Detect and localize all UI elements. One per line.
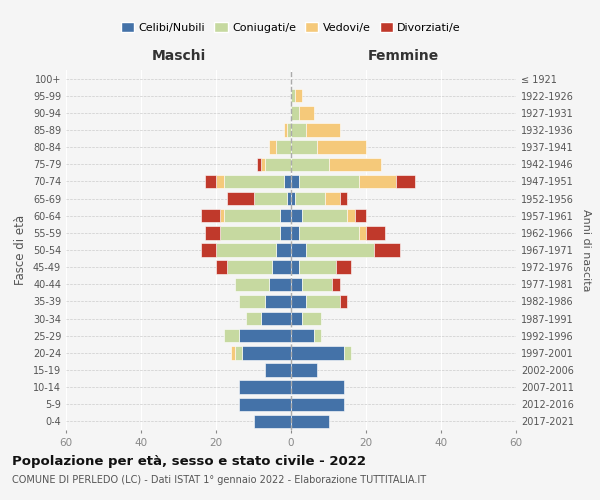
- Bar: [239, 380, 291, 394]
- Bar: [276, 140, 291, 154]
- Bar: [302, 209, 347, 222]
- Text: Maschi: Maschi: [151, 49, 206, 63]
- Bar: [340, 192, 347, 205]
- Bar: [201, 244, 216, 256]
- Bar: [306, 294, 340, 308]
- Bar: [291, 380, 343, 394]
- Bar: [299, 226, 359, 239]
- Legend: Celibi/Nubili, Coniugati/e, Vedovi/e, Divorziati/e: Celibi/Nubili, Coniugati/e, Vedovi/e, Di…: [116, 18, 466, 38]
- Bar: [287, 192, 291, 205]
- Bar: [231, 346, 235, 360]
- Bar: [223, 209, 280, 222]
- Bar: [291, 140, 317, 154]
- Bar: [227, 260, 272, 274]
- Bar: [280, 226, 291, 239]
- Bar: [302, 278, 332, 291]
- Bar: [291, 174, 299, 188]
- Bar: [359, 174, 396, 188]
- Bar: [216, 244, 276, 256]
- Bar: [317, 140, 366, 154]
- Bar: [261, 312, 291, 326]
- Bar: [235, 346, 242, 360]
- Bar: [329, 158, 381, 171]
- Bar: [220, 226, 280, 239]
- Bar: [291, 124, 306, 136]
- Bar: [291, 209, 302, 222]
- Bar: [284, 124, 287, 136]
- Bar: [272, 260, 291, 274]
- Bar: [291, 158, 329, 171]
- Bar: [291, 329, 314, 342]
- Bar: [291, 226, 299, 239]
- Bar: [280, 209, 291, 222]
- Bar: [291, 192, 295, 205]
- Bar: [291, 244, 306, 256]
- Bar: [216, 260, 227, 274]
- Bar: [299, 174, 359, 188]
- Bar: [314, 329, 321, 342]
- Bar: [269, 140, 276, 154]
- Bar: [287, 124, 291, 136]
- Y-axis label: Fasce di età: Fasce di età: [14, 215, 27, 285]
- Bar: [291, 398, 343, 411]
- Bar: [269, 278, 291, 291]
- Bar: [347, 209, 355, 222]
- Bar: [291, 346, 343, 360]
- Bar: [223, 174, 284, 188]
- Bar: [242, 346, 291, 360]
- Bar: [295, 192, 325, 205]
- Y-axis label: Anni di nascita: Anni di nascita: [581, 209, 591, 291]
- Bar: [396, 174, 415, 188]
- Bar: [336, 260, 351, 274]
- Bar: [302, 312, 321, 326]
- Bar: [261, 158, 265, 171]
- Bar: [254, 192, 287, 205]
- Bar: [373, 244, 400, 256]
- Bar: [291, 278, 302, 291]
- Bar: [239, 329, 291, 342]
- Bar: [359, 226, 366, 239]
- Bar: [325, 192, 340, 205]
- Bar: [332, 278, 340, 291]
- Bar: [291, 294, 306, 308]
- Bar: [284, 174, 291, 188]
- Bar: [291, 106, 299, 120]
- Bar: [291, 414, 329, 428]
- Bar: [205, 174, 216, 188]
- Bar: [355, 209, 366, 222]
- Bar: [340, 294, 347, 308]
- Bar: [227, 192, 254, 205]
- Bar: [299, 106, 314, 120]
- Bar: [246, 312, 261, 326]
- Text: Popolazione per età, sesso e stato civile - 2022: Popolazione per età, sesso e stato civil…: [12, 455, 366, 468]
- Bar: [201, 209, 220, 222]
- Bar: [239, 294, 265, 308]
- Bar: [295, 89, 302, 102]
- Bar: [220, 209, 223, 222]
- Bar: [254, 414, 291, 428]
- Bar: [291, 89, 295, 102]
- Bar: [205, 226, 220, 239]
- Bar: [257, 158, 261, 171]
- Bar: [265, 364, 291, 376]
- Bar: [223, 329, 239, 342]
- Bar: [306, 244, 373, 256]
- Bar: [291, 364, 317, 376]
- Bar: [265, 294, 291, 308]
- Bar: [239, 398, 291, 411]
- Text: Femmine: Femmine: [368, 49, 439, 63]
- Bar: [299, 260, 336, 274]
- Bar: [366, 226, 385, 239]
- Bar: [265, 158, 291, 171]
- Bar: [276, 244, 291, 256]
- Bar: [291, 260, 299, 274]
- Bar: [291, 312, 302, 326]
- Bar: [306, 124, 340, 136]
- Bar: [343, 346, 351, 360]
- Bar: [216, 174, 223, 188]
- Text: COMUNE DI PERLEDO (LC) - Dati ISTAT 1° gennaio 2022 - Elaborazione TUTTITALIA.IT: COMUNE DI PERLEDO (LC) - Dati ISTAT 1° g…: [12, 475, 426, 485]
- Bar: [235, 278, 269, 291]
